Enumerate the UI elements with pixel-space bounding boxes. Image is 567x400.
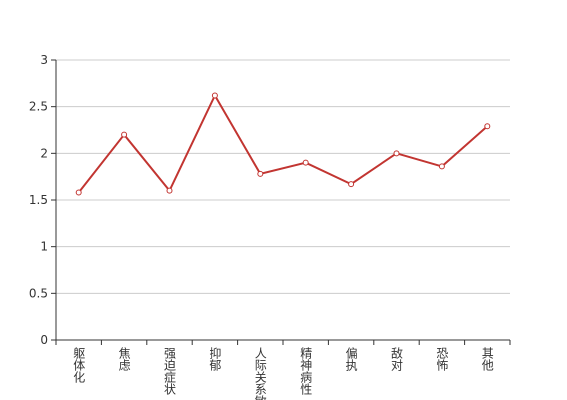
y-tick-label: 0	[40, 333, 48, 347]
y-tick-label: 2.5	[29, 100, 48, 114]
y-tick-label: 1.5	[29, 193, 48, 207]
y-tick-label: 1	[40, 240, 48, 254]
y-tick-label: 0.5	[29, 286, 48, 300]
x-tick-label: 强迫症状	[163, 347, 177, 395]
point	[257, 170, 264, 177]
point	[484, 123, 491, 130]
x-tick-label: 敌对	[390, 346, 404, 371]
x-tick-label: 偏执	[344, 346, 358, 372]
y-tick-label: 2	[40, 146, 48, 160]
x-tick-label: 躯体化	[72, 346, 86, 384]
x-tick-label: 人际关系敏感	[253, 347, 267, 400]
point	[211, 92, 218, 99]
x-tick-label: 抑郁	[208, 346, 222, 372]
x-tick-label: 精神病性	[299, 347, 313, 396]
point	[348, 181, 355, 188]
point	[438, 163, 445, 170]
point	[302, 159, 309, 166]
point	[166, 187, 173, 194]
point	[75, 189, 82, 196]
line	[77, 93, 488, 194]
y-tick-label: 3	[40, 53, 48, 67]
x-tick-label: 恐怖	[435, 347, 449, 371]
point	[393, 150, 400, 157]
point	[121, 131, 128, 138]
x-tick-label: 焦虑	[117, 347, 131, 371]
x-tick-label: 其他	[480, 347, 494, 371]
